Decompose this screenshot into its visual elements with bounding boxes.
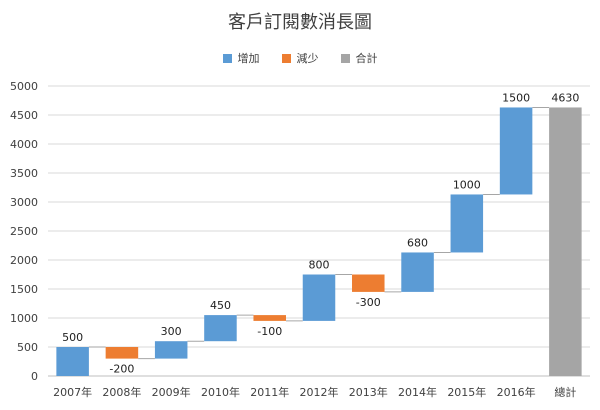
data-labels: 500 -200 300 450 -100 800 -300 680 1000 1500 4630 (62, 91, 579, 375)
x-tick-label: 2015年 (447, 385, 486, 399)
data-label: 800 (309, 259, 330, 272)
data-label: 1000 (453, 178, 481, 191)
legend-item-increase: 增加 (222, 50, 260, 66)
legend-label-increase: 增加 (237, 52, 260, 65)
bar-decrease (253, 315, 286, 321)
bar-increase (450, 194, 484, 253)
x-axis-tick-labels: 2007年 2008年 2009年 2010年 2011年 2012年 2013年 2014年… (53, 385, 576, 399)
x-tick-label: 2012年 (300, 385, 339, 399)
x-tick-label: 2008年 (102, 385, 141, 399)
legend-swatch-increase (222, 53, 232, 63)
data-label: 300 (161, 325, 182, 338)
bars (56, 107, 582, 377)
y-tick-label: 3000 (10, 196, 38, 209)
x-tick-label: 2011年 (250, 385, 289, 399)
chart-title: 客戶訂閱數消長圖 (228, 12, 372, 33)
data-label: -300 (356, 296, 381, 309)
x-tick-label: 2014年 (398, 385, 437, 399)
y-tick-label: 0 (31, 370, 38, 383)
y-axis-tick-labels: 0 500 1000 1500 2000 2500 3000 3500 4000 4500 5000 (10, 80, 38, 383)
x-tick-label: 2009年 (152, 385, 191, 399)
bar-increase (302, 274, 336, 321)
data-label: -100 (257, 325, 282, 338)
y-tick-label: 4500 (10, 109, 38, 122)
x-tick-label: 2010年 (201, 385, 240, 399)
data-label: 680 (407, 236, 428, 249)
data-label: 1500 (502, 91, 530, 104)
legend-item-total: 合計 (340, 50, 378, 66)
x-tick-label: 2007年 (53, 385, 92, 399)
data-label: 450 (210, 299, 231, 312)
connector-lines (88, 106, 550, 360)
legend-swatch-decrease (281, 53, 291, 63)
y-tick-label: 4000 (10, 138, 38, 151)
bar-increase (204, 315, 237, 342)
y-tick-label: 1000 (10, 312, 38, 325)
legend-label-decrease: 減少 (296, 52, 319, 65)
legend-item-decrease: 減少 (281, 50, 319, 66)
x-tick-label: 2016年 (497, 385, 536, 399)
y-tick-label: 3500 (10, 167, 38, 180)
legend-label-total: 合計 (355, 52, 378, 65)
bar-increase (401, 252, 434, 292)
bar-increase (56, 347, 89, 376)
y-tick-label: 1500 (10, 283, 38, 296)
data-label: 4630 (551, 91, 579, 104)
bar-total (549, 107, 582, 377)
x-tick-label: 2013年 (349, 385, 388, 399)
y-tick-label: 500 (17, 341, 38, 354)
data-label: 500 (62, 331, 83, 344)
bar-decrease (105, 347, 139, 359)
data-label: -200 (109, 363, 134, 376)
y-tick-label: 5000 (10, 80, 38, 93)
bar-increase (499, 107, 533, 195)
bar-increase (154, 341, 188, 359)
legend: 增加 減少 合計 (0, 50, 600, 66)
legend-swatch-total (340, 53, 350, 63)
y-tick-label: 2000 (10, 254, 38, 267)
bar-decrease (352, 274, 385, 292)
y-tick-label: 2500 (10, 225, 38, 238)
x-tick-label: 總計 (554, 385, 576, 399)
